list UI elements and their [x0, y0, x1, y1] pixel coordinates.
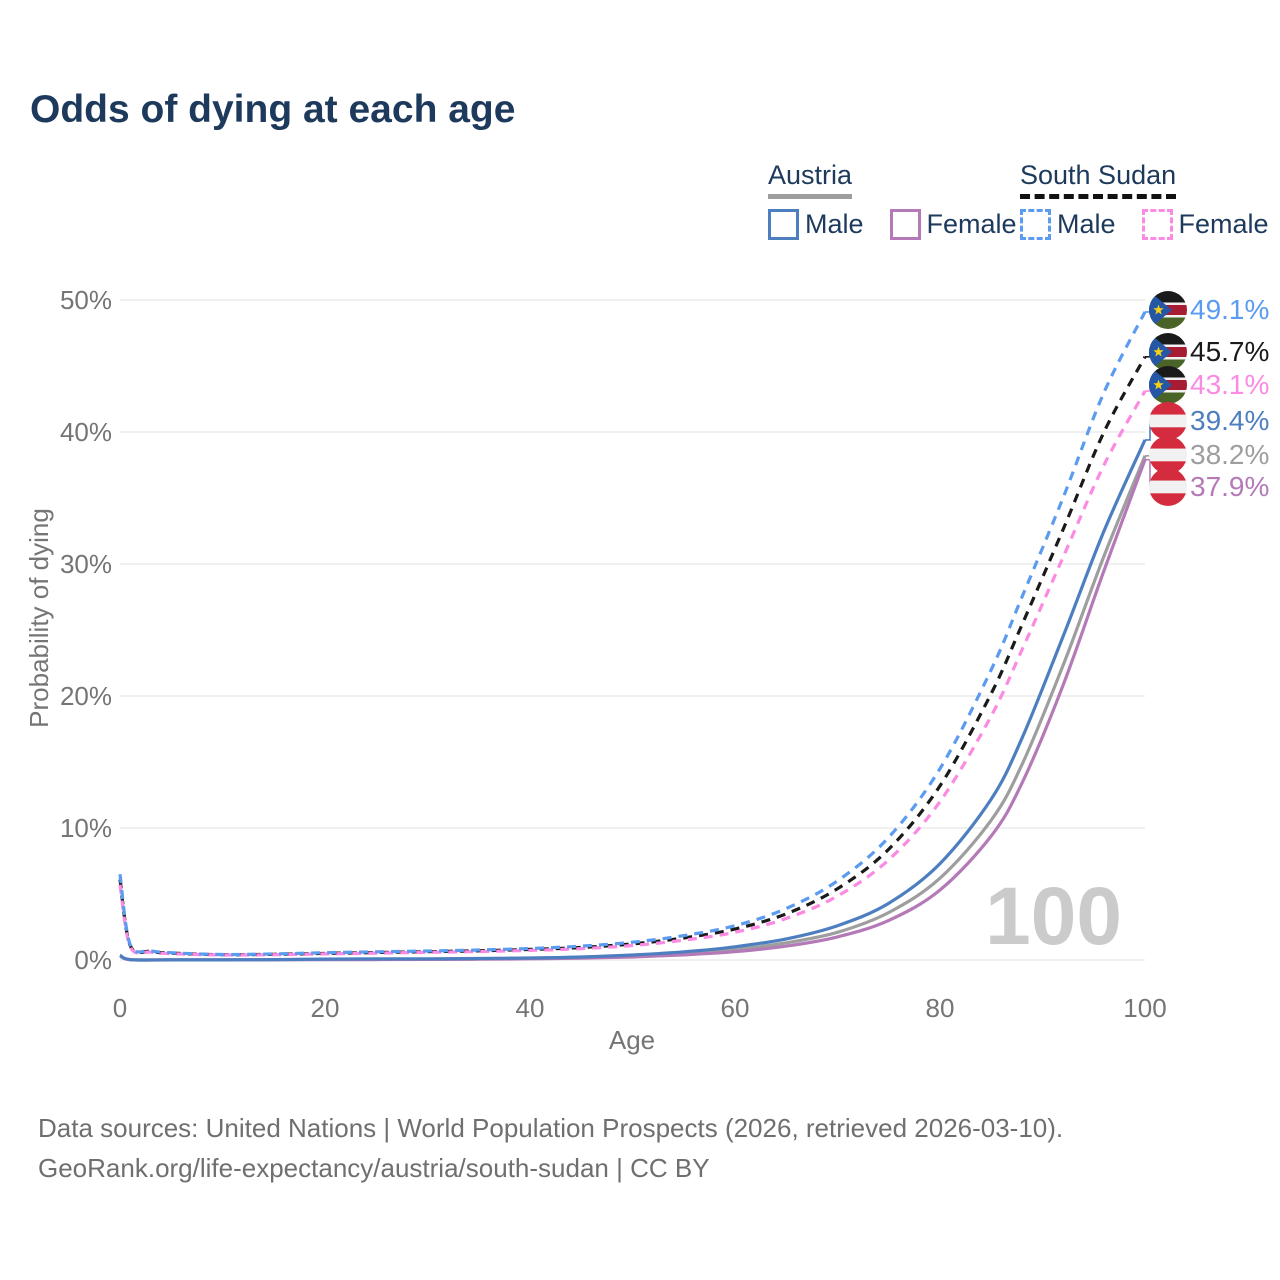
legend-item-label: Female — [926, 209, 1017, 239]
y-axis-tick-labels: 0% 10% 20% 30% 40% 50% — [60, 285, 112, 975]
y-tick-label: 30% — [60, 549, 112, 579]
end-value-label-south-sudan-female: 43.1% — [1190, 369, 1269, 400]
y-tick-label: 50% — [60, 285, 112, 315]
series-line-austria-male — [119, 439, 1147, 962]
series-curves — [118, 311, 1147, 962]
south-sudan-flag-icon — [1149, 291, 1187, 329]
x-tick-label: 40 — [516, 993, 545, 1023]
legend-item-south-sudan-male[interactable]: Male — [1020, 209, 1116, 240]
austria-female-swatch-icon — [889, 209, 921, 240]
south-sudan-flag-icon — [1149, 333, 1187, 371]
legend-item-austria-male[interactable]: Male — [768, 209, 864, 240]
end-label-values: 49.1% 45.7%43.1% 39.4%38.2%37.9% — [1190, 294, 1269, 502]
series-line-south-sudan — [118, 356, 1147, 957]
legend-header-south-sudan: South Sudan — [1020, 160, 1177, 199]
series-line-south-sudan-male — [118, 311, 1147, 957]
watermark-age-100: 100 — [985, 871, 1122, 962]
x-tick-label: 60 — [721, 993, 750, 1023]
end-value-label-south-sudan: 45.7% — [1190, 336, 1269, 367]
legend-group-south-sudan: South Sudan Male Female — [1020, 160, 1269, 240]
austria-flag-icon — [1149, 468, 1187, 506]
austria-male-swatch-icon — [768, 209, 799, 240]
x-tick-label: 100 — [1123, 993, 1166, 1023]
gridlines — [120, 299, 1145, 961]
legend-item-label: Male — [1057, 209, 1116, 239]
x-tick-label: 0 — [113, 993, 127, 1023]
y-axis-title: Probability of dying — [24, 508, 54, 728]
chart-title: Odds of dying at each age — [30, 88, 516, 131]
y-tick-label: 40% — [60, 417, 112, 447]
legend-group-austria: Austria Male Female — [768, 160, 1017, 240]
legend-row-south-sudan: Male Female — [1020, 209, 1269, 240]
series-line-south-sudan-female — [118, 390, 1147, 957]
austria-flag-icon — [1149, 402, 1187, 440]
legend-item-austria-female[interactable]: Female — [889, 209, 1017, 240]
y-tick-label: 20% — [60, 681, 112, 711]
legend-header-austria: Austria — [768, 160, 853, 199]
y-tick-label: 10% — [60, 813, 112, 843]
y-tick-label: 0% — [74, 945, 112, 975]
x-axis-title: Age — [609, 1025, 655, 1055]
south-sudan-flag-icon — [1149, 366, 1187, 404]
end-value-label-austria: 38.2% — [1190, 439, 1269, 470]
data-sources-line: Data sources: United Nations | World Pop… — [38, 1113, 1064, 1143]
south-sudan-female-swatch-icon — [1141, 209, 1173, 240]
x-tick-label: 80 — [926, 993, 955, 1023]
attribution-line: GeoRank.org/life-expectancy/austria/sout… — [38, 1153, 710, 1183]
legend-item-label: Male — [805, 209, 864, 239]
legend-row-austria: Male Female — [768, 209, 1017, 240]
legend-item-south-sudan-female[interactable]: Female — [1141, 209, 1269, 240]
end-value-label-south-sudan-male: 49.1% — [1190, 294, 1269, 325]
south-sudan-male-swatch-icon — [1020, 209, 1051, 240]
end-value-label-austria-male: 39.4% — [1190, 405, 1269, 436]
end-value-label-austria-female: 37.9% — [1190, 471, 1269, 502]
end-label-flags — [1149, 291, 1187, 506]
legend-item-label: Female — [1178, 209, 1269, 239]
x-axis-tick-labels: 0 20 40 60 80 100 — [113, 993, 1167, 1023]
x-tick-label: 20 — [311, 993, 340, 1023]
